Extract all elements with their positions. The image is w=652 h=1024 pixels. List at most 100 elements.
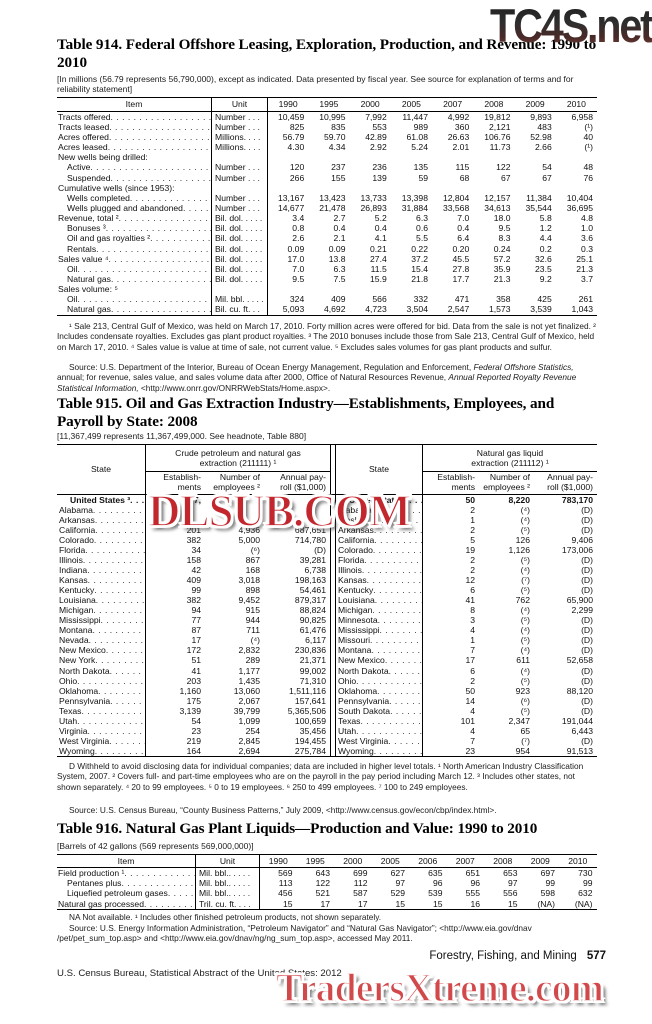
value-cell: 35,544 [525,203,552,214]
value-cell: 39,281 [299,555,326,565]
value-cell: 7,992 [365,112,387,122]
state-cell: United States ³ [57,495,145,505]
dot-leader [109,737,145,746]
value-cell: 9.5 [498,223,511,234]
value-cell: (⁴) [520,515,530,525]
value-cell: (⁷) [521,736,530,746]
value-cell [350,284,391,294]
value-cell: 12,804 [442,193,470,203]
value-cell: (D) [581,585,593,596]
state-cell: Missouri [336,636,422,646]
value-cell: 0.2 [539,243,552,254]
value-cell: 158 [145,555,205,566]
unit-cell: Bil. cu. ft. . . [211,304,267,315]
row-label: Ohio [59,675,78,686]
dot-leader [111,275,211,284]
row-label: Alabama [59,505,93,515]
value-cell: 2,694 [238,746,260,756]
value-cell: 54 [145,716,205,727]
value-cell: (⁷) [521,575,530,586]
row-label: New wells being drilled: [58,152,148,163]
value-cell: 96 [470,878,480,889]
value-cell: 2 [422,675,479,686]
dot-leader [81,707,145,716]
row-label: Rentals [67,243,97,254]
census-footer: U.S. Census Bureau, Statistical Abstract… [57,968,342,979]
value-cell: 4.8 [581,213,593,224]
column-divider [330,545,336,556]
value-cell: (D) [581,555,593,565]
value-cell: 2,845 [238,736,260,746]
value-cell: (D) [581,705,593,716]
row-label: Oil [67,264,78,274]
value-cell: 0.3 [581,243,593,254]
value-cell: 711 [246,625,260,636]
value-cell: 714,780 [294,535,326,545]
value-cell: 35.9 [493,264,511,274]
row-label: Ohio [338,675,357,686]
value-cell: 51 [145,655,205,666]
item-cell: Wells plugged and abandoned [57,203,211,213]
value-cell: 11.5 [370,264,387,274]
value-cell: 219 [145,736,205,747]
unit-cell: Bil. dol. . . . . [211,213,267,224]
state-cell: Utah [57,716,145,726]
value-cell: 54,461 [299,585,326,596]
dot-leader [109,123,211,132]
value-cell: 17 [320,898,330,909]
value-cell: 7.0 [457,213,470,224]
value-cell: 1.0 [581,223,593,234]
value-cell [556,284,597,294]
value-cell: 3.7 [581,274,593,285]
value-cell: (⁴) [520,565,530,576]
column-divider [330,575,336,586]
table-915: State Crude petroleum and natural gas ext… [57,444,597,758]
value-cell: 96 [432,878,443,889]
value-cell: 762 [515,595,530,606]
value-cell: 1,043 [571,304,593,315]
table-915-footnotes: D Withheld to avoid disclosing data for … [57,761,584,792]
value-cell: 15 [507,898,518,909]
value-cell: 201 [145,525,205,536]
column-divider [330,605,336,616]
value-cell: 409 [145,575,205,586]
state-cell: North Dakota [57,666,145,676]
dot-leader [373,546,422,555]
value-cell: 57.2 [493,253,511,264]
row-label: Virginia [59,726,88,736]
value-cell: 0.20 [452,243,470,254]
source-publication-italic: Federal Offshore Statistics, [473,362,574,372]
dot-leader [106,646,145,655]
value-cell: 783,170 [561,495,593,505]
value-cell: 25.1 [576,253,593,264]
value-cell: 898 [245,585,260,596]
value-cell: 9.2 [539,274,552,285]
value-cell: 5.5 [416,233,428,244]
value-cell: 1 [422,515,479,526]
column-header-year: 2008 [473,98,515,112]
state-cell: California [336,535,422,545]
column-header-state: State [336,445,422,495]
value-cell: 6.3 [333,264,346,274]
dot-leader [94,536,145,545]
dot-leader [95,747,145,756]
unit-cell [211,284,267,295]
value-cell: 6 [422,585,479,596]
value-cell: 52.98 [530,132,552,143]
value-cell: 120 [267,162,308,173]
value-cell: 90,825 [299,615,326,626]
group-header-right: Natural gas liquid extraction (211112) ¹ [422,445,597,472]
unit-cell: Bil. dol. . . . . [211,223,267,234]
value-cell [391,153,432,163]
value-cell: 99 [545,878,555,889]
value-cell: 13,733 [360,193,387,203]
unit-cell: Number . . . [211,122,267,133]
value-cell: 16 [470,898,480,909]
dot-leader [360,717,422,726]
value-cell: 59 [418,172,428,183]
dot-leader [98,687,145,696]
dot-leader [130,496,145,505]
dot-leader [374,536,422,545]
value-cell: 34 [145,545,205,556]
dot-leader [130,194,211,203]
